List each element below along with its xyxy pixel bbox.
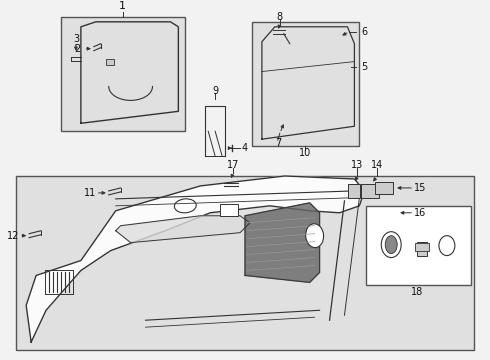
Bar bbox=[16, 176, 474, 350]
Text: 15: 15 bbox=[414, 183, 426, 193]
Bar bbox=[367, 206, 471, 285]
Bar bbox=[61, 17, 185, 131]
Ellipse shape bbox=[381, 232, 401, 257]
Ellipse shape bbox=[385, 236, 397, 253]
Text: 16: 16 bbox=[414, 208, 426, 218]
Text: 1: 1 bbox=[119, 1, 126, 11]
Bar bbox=[220, 204, 238, 216]
Polygon shape bbox=[245, 203, 319, 282]
Ellipse shape bbox=[439, 236, 455, 256]
Text: 5: 5 bbox=[362, 62, 368, 72]
Text: 13: 13 bbox=[351, 160, 364, 170]
Text: 10: 10 bbox=[298, 148, 311, 158]
Text: 6: 6 bbox=[362, 27, 368, 37]
Bar bbox=[106, 59, 114, 64]
Text: 2: 2 bbox=[74, 44, 81, 54]
Polygon shape bbox=[26, 176, 365, 342]
Bar bbox=[362, 184, 379, 198]
Ellipse shape bbox=[306, 224, 323, 248]
Text: 3: 3 bbox=[73, 34, 79, 44]
Text: 4: 4 bbox=[242, 143, 248, 153]
Bar bbox=[252, 22, 359, 146]
Bar bbox=[415, 243, 429, 251]
Text: 17: 17 bbox=[227, 160, 239, 170]
Bar bbox=[375, 182, 393, 194]
Text: 14: 14 bbox=[371, 160, 383, 170]
Text: 11: 11 bbox=[84, 188, 96, 198]
Text: 12: 12 bbox=[7, 231, 19, 241]
Text: 8: 8 bbox=[277, 12, 283, 22]
Bar bbox=[417, 242, 427, 256]
Polygon shape bbox=[116, 216, 250, 243]
Ellipse shape bbox=[174, 199, 196, 213]
Bar bbox=[381, 208, 395, 218]
Text: 18: 18 bbox=[411, 287, 423, 297]
Text: 9: 9 bbox=[212, 86, 218, 96]
Text: 7: 7 bbox=[275, 138, 281, 148]
Bar bbox=[348, 184, 360, 198]
